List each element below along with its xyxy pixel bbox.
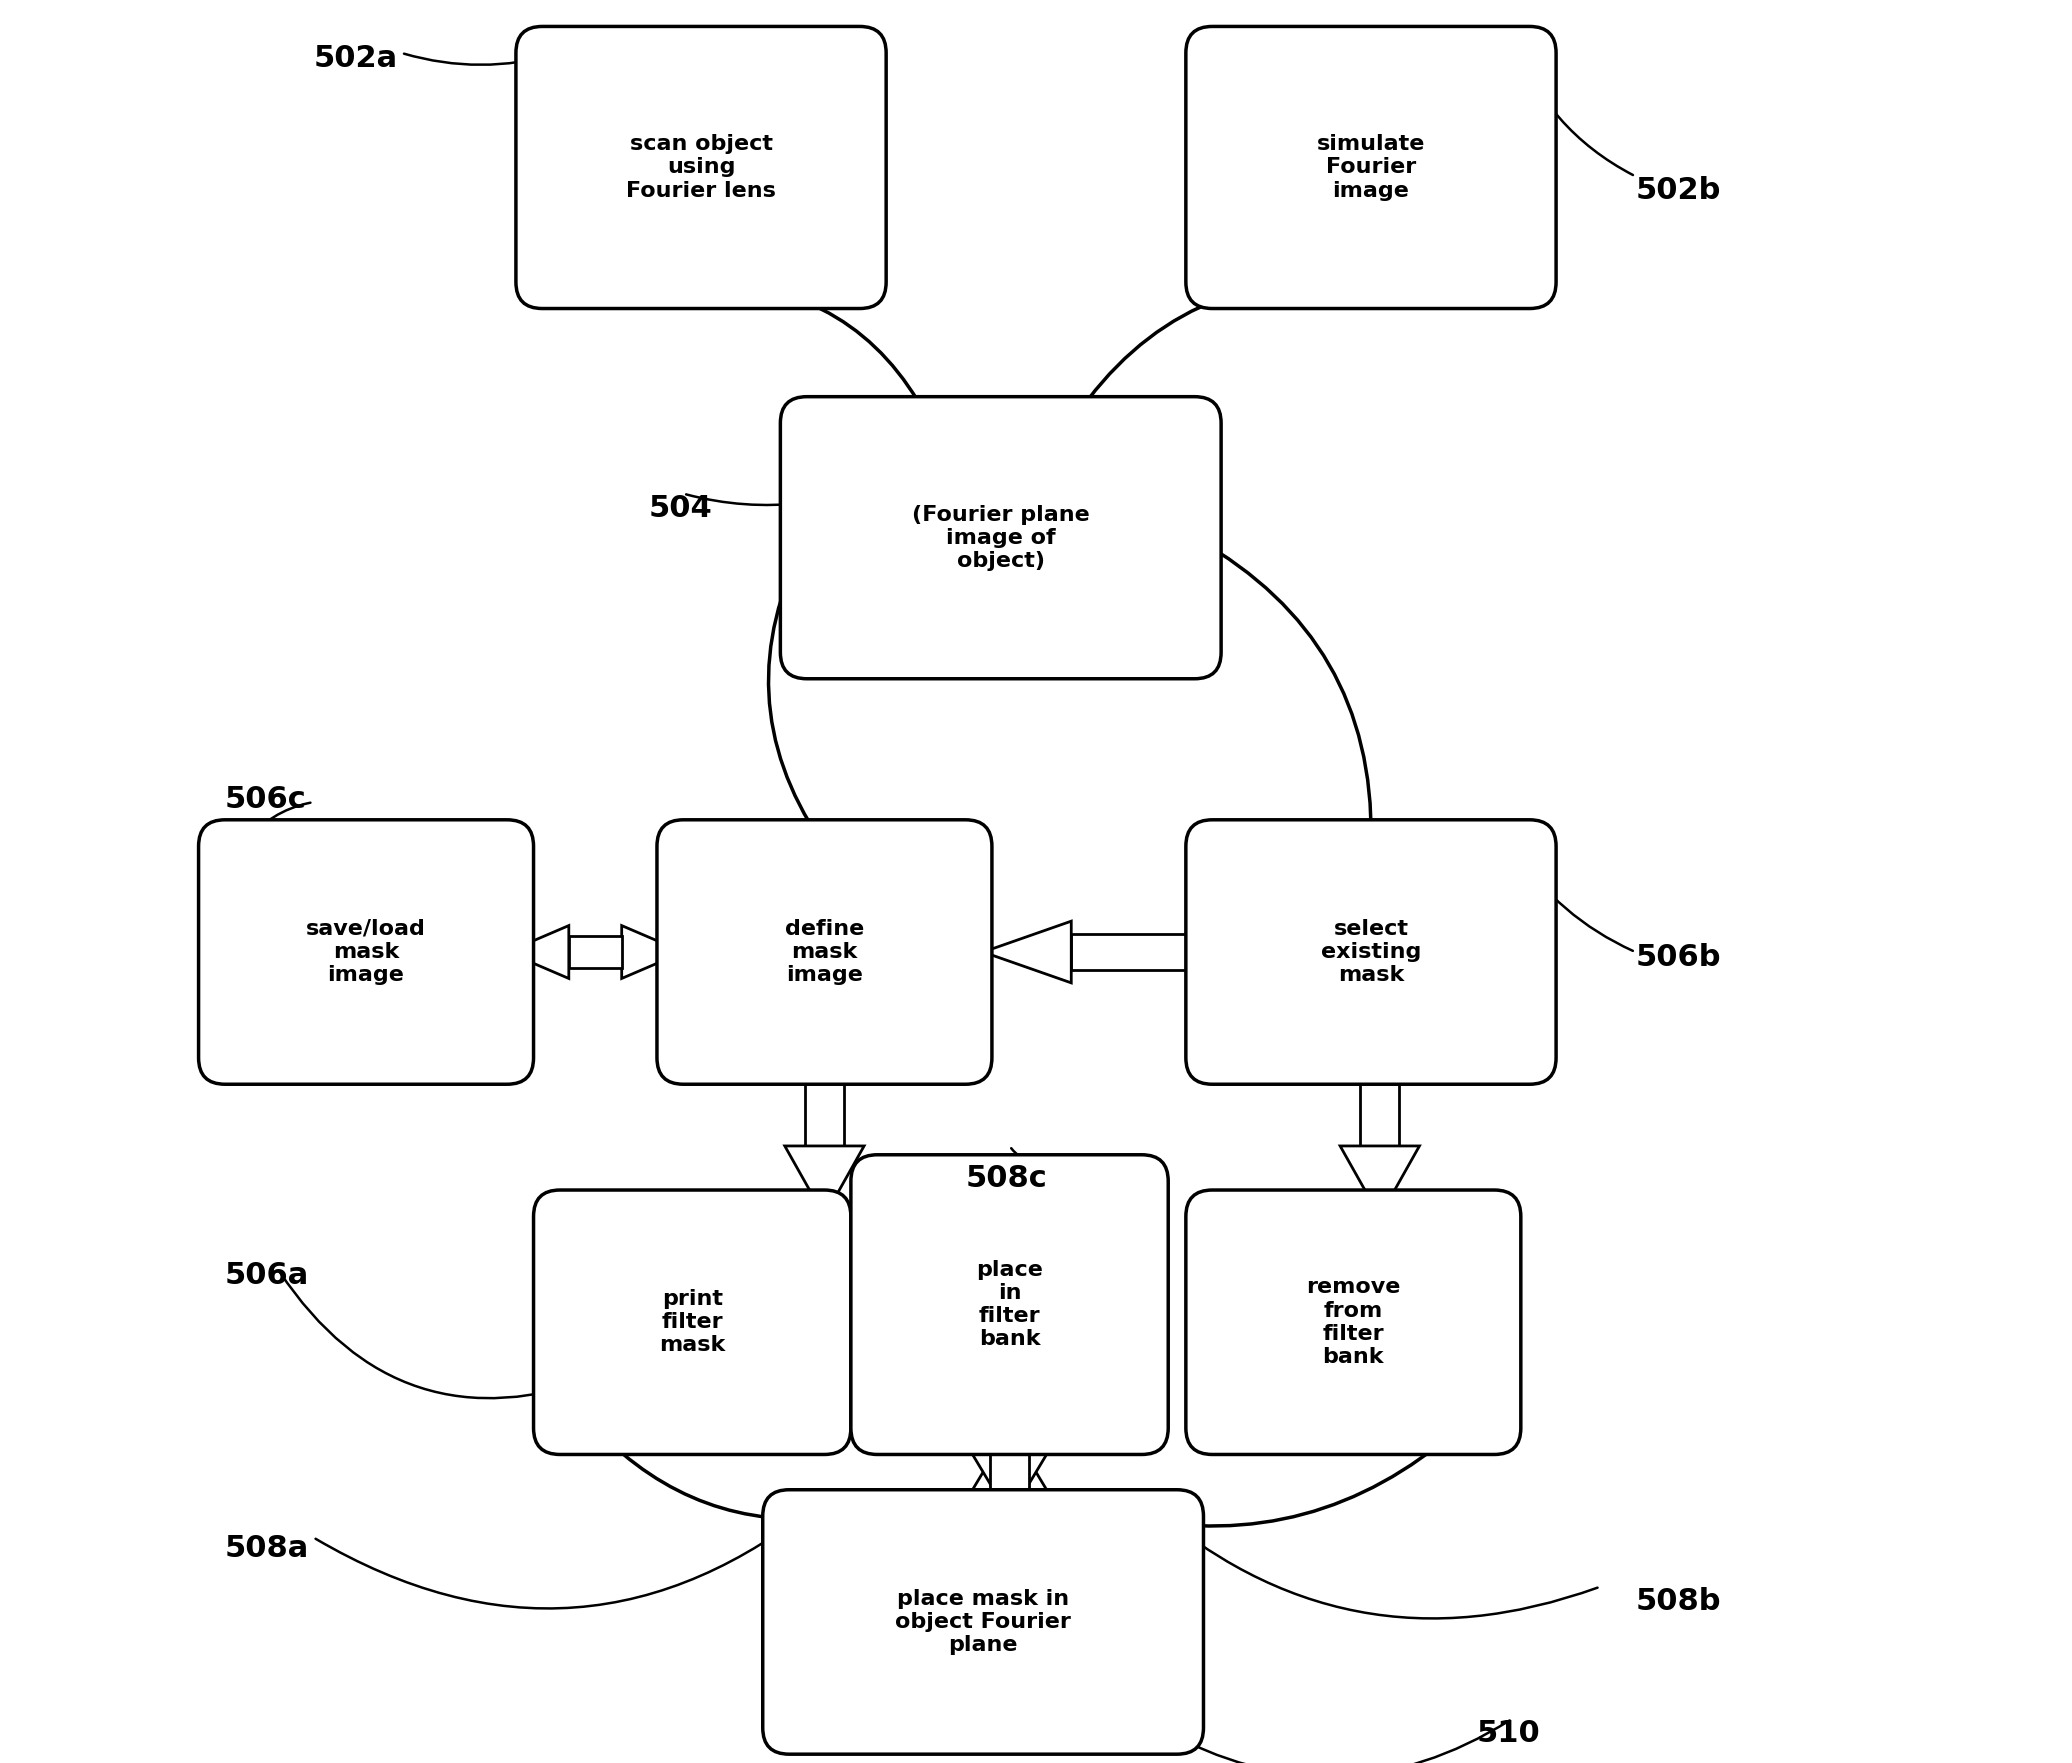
Text: 506b: 506b <box>1635 943 1722 971</box>
FancyBboxPatch shape <box>1185 1190 1521 1454</box>
FancyBboxPatch shape <box>199 820 535 1084</box>
FancyBboxPatch shape <box>762 1490 1204 1754</box>
Text: 508a: 508a <box>226 1534 309 1562</box>
Text: save/load
mask
image: save/load mask image <box>307 919 427 986</box>
FancyBboxPatch shape <box>516 26 887 309</box>
Text: 502b: 502b <box>1635 176 1720 205</box>
FancyBboxPatch shape <box>1185 26 1556 309</box>
FancyArrowPatch shape <box>1513 848 1633 950</box>
FancyBboxPatch shape <box>657 820 992 1084</box>
Polygon shape <box>903 1298 957 1347</box>
Polygon shape <box>1071 934 1212 970</box>
Text: remove
from
filter
bank: remove from filter bank <box>1305 1278 1401 1366</box>
Text: scan object
using
Fourier lens: scan object using Fourier lens <box>626 134 777 201</box>
FancyArrowPatch shape <box>1162 1721 1510 1763</box>
FancyBboxPatch shape <box>781 397 1220 679</box>
Polygon shape <box>990 1446 1030 1499</box>
FancyArrowPatch shape <box>280 1271 601 1398</box>
FancyBboxPatch shape <box>1185 820 1556 1084</box>
Text: 502a: 502a <box>313 44 398 72</box>
Polygon shape <box>1341 1146 1419 1216</box>
Polygon shape <box>806 1058 843 1146</box>
Polygon shape <box>622 926 684 978</box>
FancyArrowPatch shape <box>686 494 804 504</box>
Text: place
in
filter
bank: place in filter bank <box>976 1261 1042 1349</box>
Text: print
filter
mask: print filter mask <box>659 1289 725 1356</box>
FancyArrowPatch shape <box>404 53 557 65</box>
Text: select
existing
mask: select existing mask <box>1320 919 1421 986</box>
FancyArrowPatch shape <box>244 802 311 844</box>
FancyBboxPatch shape <box>535 1190 852 1454</box>
Polygon shape <box>825 1306 903 1338</box>
FancyBboxPatch shape <box>852 1155 1169 1454</box>
FancyArrowPatch shape <box>1144 1500 1598 1618</box>
Polygon shape <box>570 936 622 968</box>
Text: 508c: 508c <box>966 1164 1046 1192</box>
Text: define
mask
image: define mask image <box>785 919 864 986</box>
Text: 504: 504 <box>649 494 713 522</box>
Polygon shape <box>982 920 1071 984</box>
Polygon shape <box>968 1428 1053 1499</box>
Polygon shape <box>1361 1058 1399 1146</box>
FancyArrowPatch shape <box>315 1500 823 1608</box>
Text: place mask in
object Fourier
plane: place mask in object Fourier plane <box>895 1588 1071 1655</box>
Text: 506a: 506a <box>226 1261 309 1289</box>
Polygon shape <box>508 926 570 978</box>
Text: (Fourier plane
image of
object): (Fourier plane image of object) <box>912 504 1090 571</box>
Polygon shape <box>968 1446 1053 1516</box>
Text: 508b: 508b <box>1635 1587 1722 1615</box>
Polygon shape <box>785 1146 864 1216</box>
Text: simulate
Fourier
image: simulate Fourier image <box>1318 134 1426 201</box>
Text: 510: 510 <box>1477 1719 1539 1747</box>
FancyArrowPatch shape <box>1011 1148 1034 1164</box>
FancyArrowPatch shape <box>1513 37 1633 175</box>
Text: 506c: 506c <box>226 785 307 813</box>
